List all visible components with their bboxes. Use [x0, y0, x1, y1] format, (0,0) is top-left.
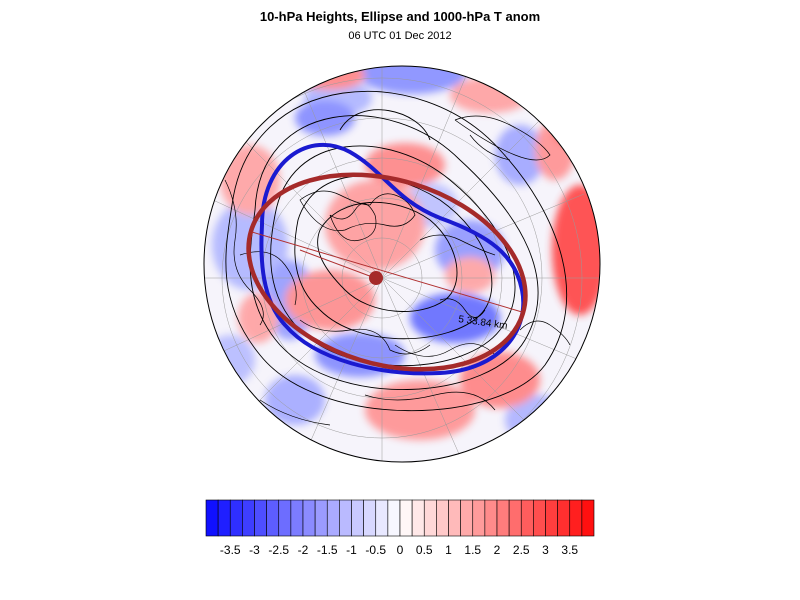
map-subtitle: 06 UTC 01 Dec 2012 — [348, 30, 452, 42]
colorbar-bin — [460, 499, 474, 537]
colorbar-bin — [496, 499, 510, 537]
colorbar-bin — [290, 499, 304, 537]
colorbar-labels: -3.5 -3 -2.5 -2 -1.5 -1 -0.5 0 0.5 1 1.5 2 2.5 3 3.5 — [205, 543, 593, 561]
graticule — [204, 66, 600, 462]
colorbar-tick-label: 0 — [396, 543, 404, 557]
map-title: 10-hPa Heights, Ellipse and 1000-hPa T a… — [259, 9, 541, 24]
colorbar-bin — [557, 499, 571, 537]
height-contours — [225, 90, 568, 412]
colorbar-tick-label: 3 — [542, 543, 549, 557]
colorbar — [205, 499, 595, 537]
colorbar-tick-label: -3 — [249, 543, 260, 557]
colorbar-tick-label: 2 — [493, 543, 501, 557]
colorbar-tick-label: -2 — [297, 543, 309, 557]
colorbar-tick-label: -3.5 — [219, 543, 241, 557]
colorbar-bin — [302, 499, 316, 537]
colorbar-bin — [508, 499, 522, 537]
ellipse-axes — [251, 231, 523, 313]
colorbar-tick-label: -1.5 — [316, 543, 338, 557]
colorbar-bin — [423, 499, 437, 537]
colorbar-bin — [399, 499, 413, 537]
colorbar-bin — [254, 499, 267, 537]
colorbar-bin — [339, 499, 352, 537]
colorbar-bin — [242, 499, 255, 537]
colorbar-bin — [520, 499, 534, 537]
colorbar-bin — [484, 499, 498, 537]
colorbar-tick-label: 1.5 — [464, 543, 482, 557]
colorbar-tick-label: -0.5 — [365, 543, 387, 557]
colorbar-bin — [387, 499, 401, 537]
colorbar-bin — [581, 499, 595, 537]
colorbar-tick-label: 3.5 — [561, 543, 579, 557]
vortex-centroid — [369, 271, 383, 285]
colorbar-bin — [363, 499, 377, 537]
colorbar-tick-label: -2.5 — [268, 543, 290, 557]
colorbar-bin — [411, 499, 425, 537]
colorbar-bin — [569, 499, 583, 537]
colorbar-bin — [351, 499, 364, 537]
colorbar-tick-label: -1 — [346, 543, 357, 557]
vortex-edge-contour — [259, 142, 526, 376]
colorbar-bin — [436, 499, 449, 537]
colorbar-bin — [375, 499, 389, 537]
colorbar-bin — [472, 499, 486, 537]
coastlines — [224, 115, 571, 426]
colorbar-bin — [266, 499, 280, 537]
vortex-ellipse — [246, 172, 528, 372]
colorbar-tick-label: 2.5 — [512, 543, 530, 557]
colorbar-tick-label: 1 — [445, 543, 452, 557]
colorbar-bin — [314, 499, 328, 537]
colorbar-bin — [326, 499, 340, 537]
globe-outline — [203, 65, 601, 463]
colorbar-bin — [229, 499, 243, 537]
colorbar-bin — [545, 499, 558, 537]
colorbar-tick-label: 0.5 — [415, 543, 433, 557]
colorbar-bin — [217, 499, 231, 537]
colorbar-bin — [205, 499, 219, 537]
colorbar-bin — [533, 499, 546, 537]
colorbar-bin — [448, 499, 461, 537]
colorbar-bin — [278, 499, 292, 537]
